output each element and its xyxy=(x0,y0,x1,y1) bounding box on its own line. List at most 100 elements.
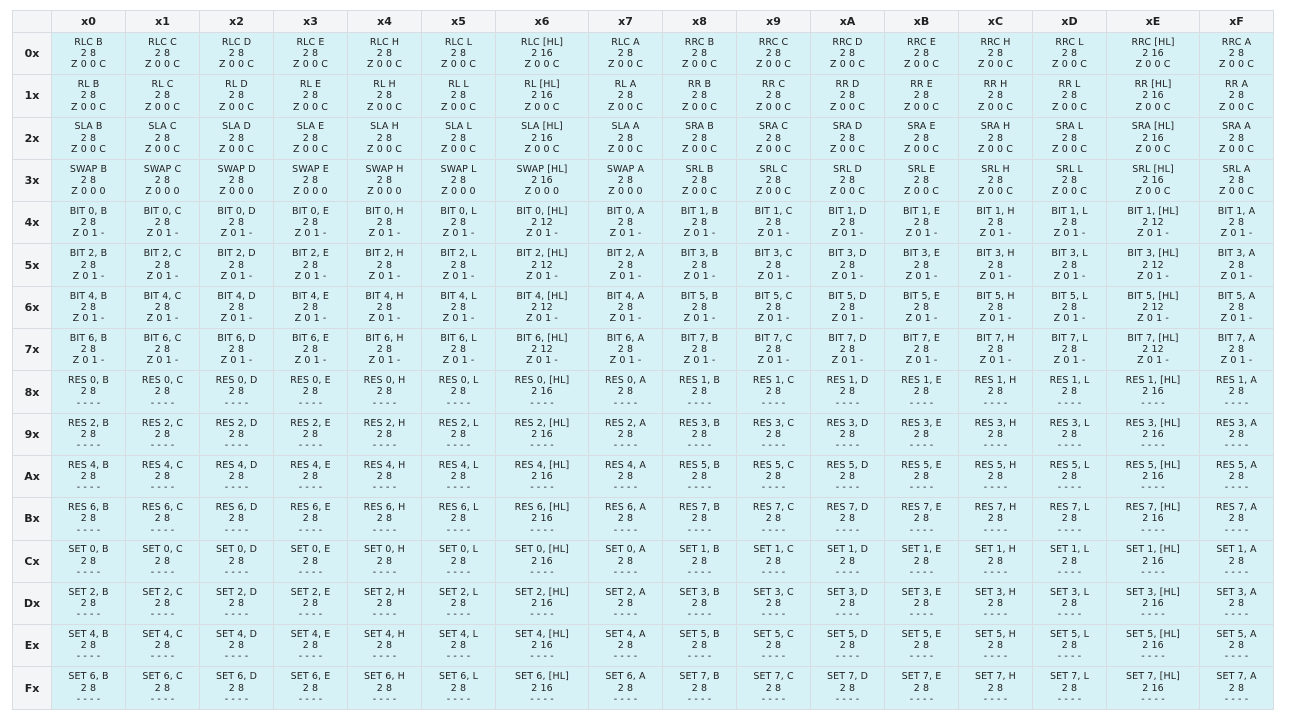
opcode-cell[interactable]: SET 6, [HL] 2 16- - - - xyxy=(495,666,589,710)
opcode-cell[interactable]: BIT 3, [HL] 2 12 Z 0 1 - xyxy=(1106,243,1200,287)
opcode-cell[interactable]: BIT 2, [HL] 2 12 Z 0 1 - xyxy=(495,243,589,287)
opcode-cell[interactable]: SRA [HL] 2 16 Z 0 0 C xyxy=(1106,116,1200,160)
opcode-cell[interactable]: RL [HL] 2 16 Z 0 0 C xyxy=(495,74,589,118)
opcode-cell[interactable]: RES 2, [HL] 2 16- - - - xyxy=(495,412,589,456)
opcode-cell[interactable]: SWAP [HL] 2 16 Z 0 0 0 xyxy=(495,158,589,203)
opcode-cell[interactable]: SET 5, [HL] 2 16- - - - xyxy=(1106,624,1200,668)
opcode-cell[interactable]: SET 4, [HL] 2 16- - - - xyxy=(495,624,589,668)
opcode-cell[interactable]: RES 0, [HL] 2 16- - - - xyxy=(495,370,589,414)
